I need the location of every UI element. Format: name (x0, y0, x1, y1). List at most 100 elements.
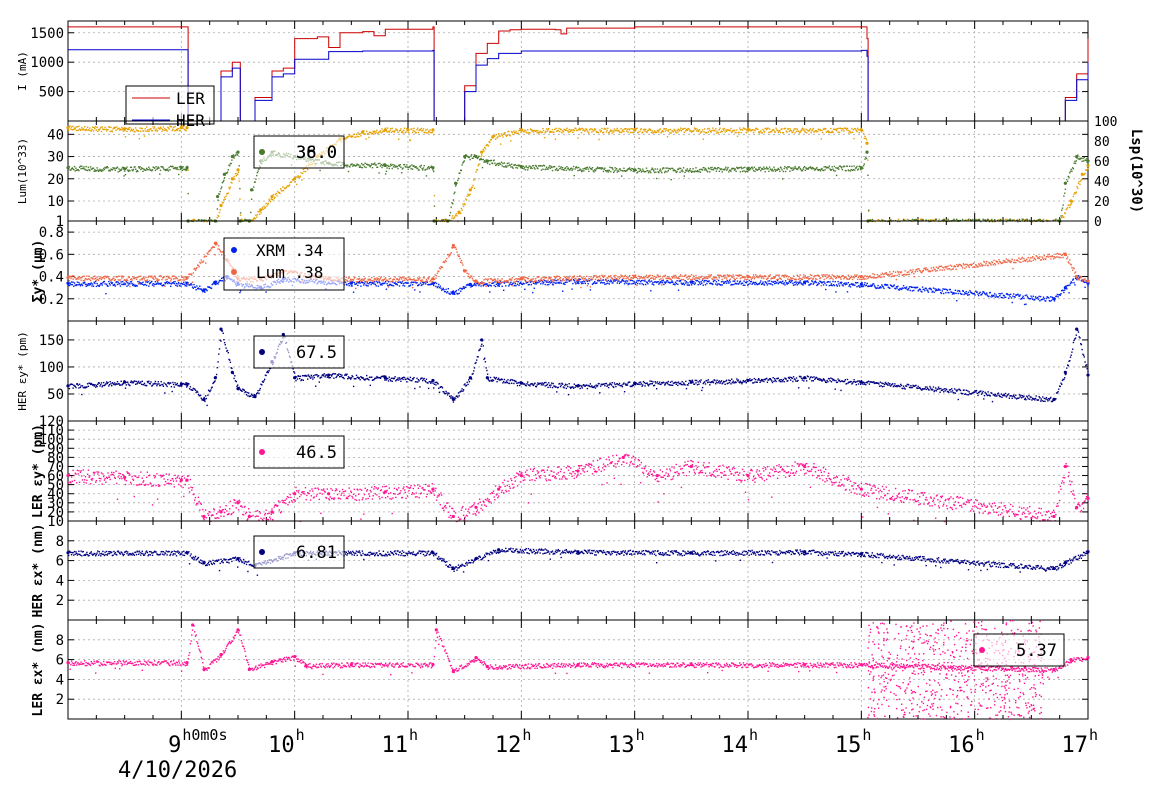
data-point (78, 278, 79, 279)
data-point (123, 284, 124, 285)
data-point (1071, 171, 1072, 172)
data-point (883, 288, 884, 289)
data-point (774, 169, 775, 170)
data-point (525, 130, 526, 131)
data-point (240, 212, 241, 213)
data-point (775, 281, 776, 282)
data-point (520, 277, 521, 278)
data-point (974, 293, 975, 294)
data-point (808, 282, 809, 283)
data-point (472, 278, 473, 279)
data-point (176, 283, 177, 284)
data-point (684, 280, 685, 281)
data-point (421, 168, 422, 169)
data-point (445, 261, 446, 262)
data-point (475, 280, 476, 281)
data-point (875, 286, 876, 287)
data-point (537, 130, 538, 131)
data-point (260, 210, 261, 211)
data-point (467, 273, 468, 274)
data-point (77, 126, 78, 127)
data-point (72, 282, 73, 283)
data-point (413, 278, 414, 279)
data-point (794, 128, 795, 129)
data-point (515, 132, 516, 133)
data-point (924, 290, 925, 291)
data-point (182, 170, 183, 171)
data-point (537, 282, 538, 283)
data-point (1081, 161, 1082, 162)
data-point (1042, 299, 1043, 300)
data-point (171, 279, 172, 280)
data-point (394, 130, 395, 131)
data-point (78, 126, 79, 127)
data-point (823, 284, 824, 285)
data-point (515, 283, 516, 284)
data-point (526, 165, 527, 166)
data-point (397, 284, 398, 285)
data-point (426, 279, 427, 280)
data-point (1005, 219, 1006, 220)
data-point (180, 130, 181, 131)
data-point (795, 281, 796, 282)
data-point (75, 170, 76, 171)
data-point (365, 138, 366, 139)
data-point (942, 290, 943, 291)
data-point (487, 144, 488, 145)
data-point (183, 126, 184, 127)
data-point (436, 283, 437, 284)
data-point (581, 283, 582, 284)
data-point (233, 157, 234, 158)
data-point (676, 171, 677, 172)
data-point (703, 131, 704, 132)
data-point (588, 283, 589, 284)
data-point (863, 165, 864, 166)
data-point (685, 130, 686, 131)
data-point (777, 130, 778, 131)
data-point (255, 181, 256, 182)
data-point (673, 131, 674, 132)
data-point (241, 219, 242, 220)
data-point (387, 285, 388, 286)
data-point (561, 129, 562, 130)
data-point (719, 128, 720, 129)
data-point (358, 136, 359, 137)
data-point (958, 293, 959, 294)
data-point (1076, 160, 1077, 161)
data-point (174, 276, 175, 277)
data-point (688, 128, 689, 129)
data-point (759, 167, 760, 168)
data-point (154, 168, 155, 169)
data-point (515, 131, 516, 132)
data-point (86, 166, 87, 167)
data-point (533, 131, 534, 132)
data-point (381, 284, 382, 285)
data-point (129, 170, 130, 171)
data-point (602, 282, 603, 283)
data-point (523, 166, 524, 167)
data-point (167, 168, 168, 169)
data-point (83, 168, 84, 169)
data-point (498, 282, 499, 283)
data-point (539, 280, 540, 281)
data-point (816, 282, 817, 283)
data-point (75, 128, 76, 129)
data-point (792, 170, 793, 171)
data-point (881, 284, 882, 285)
data-point (711, 131, 712, 132)
data-point (658, 172, 659, 173)
data-point (817, 131, 818, 132)
data-point (359, 167, 360, 168)
data-point (188, 283, 189, 284)
data-point (712, 284, 713, 285)
data-point (217, 248, 218, 249)
data-point (489, 142, 490, 143)
data-point (689, 129, 690, 130)
data-point (408, 129, 409, 130)
data-point (838, 283, 839, 284)
data-point (545, 131, 546, 132)
data-point (349, 134, 350, 135)
data-point (736, 129, 737, 130)
data-point (588, 171, 589, 172)
data-point (117, 276, 118, 277)
